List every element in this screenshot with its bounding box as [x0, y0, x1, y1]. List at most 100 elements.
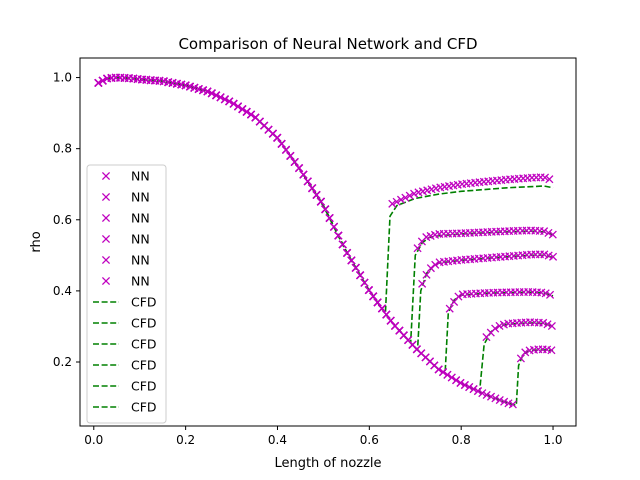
- nn-point: [360, 278, 369, 287]
- y-tick-label: 1.0: [53, 71, 72, 85]
- nn-point: [482, 390, 491, 400]
- x-tick-label: 0.4: [268, 433, 287, 447]
- nn-point: [377, 304, 387, 313]
- nn-point: [373, 298, 382, 307]
- nn-point: [351, 263, 360, 272]
- legend-label: CFD: [131, 295, 157, 310]
- legend: NN NN NN NN NN NN CFD CFD CFD CFD CFD CFD: [86, 164, 167, 424]
- legend-marker-icon: [101, 213, 111, 223]
- nn-point: [426, 264, 435, 273]
- nn-point: [273, 133, 282, 142]
- nn-point: [356, 271, 365, 280]
- legend-marker-icon: [101, 171, 111, 181]
- nn-point: [338, 240, 347, 249]
- x-tick-label: 0.0: [84, 433, 103, 447]
- legend-box: [86, 164, 167, 424]
- legend-label: NN: [131, 169, 150, 184]
- nn-point: [540, 173, 550, 182]
- nn-point: [405, 191, 414, 200]
- cfd-series-line-6: [98, 76, 554, 316]
- cfd-series-line-9: [98, 76, 554, 375]
- nn-point: [277, 139, 286, 148]
- legend-label: CFD: [131, 337, 157, 352]
- nn-point: [321, 205, 330, 214]
- legend-entry: NN: [101, 274, 150, 289]
- cfd-series-line-8: [98, 76, 554, 352]
- legend-entry: NN: [101, 190, 150, 205]
- nn-point: [225, 97, 234, 106]
- nn-point: [465, 383, 474, 392]
- nn-point: [94, 78, 103, 87]
- nn-point: [413, 244, 422, 253]
- legend-entry: CFD: [93, 337, 157, 352]
- nn-point: [443, 370, 452, 379]
- nn-point: [491, 394, 500, 403]
- y-tick-label: 0.6: [53, 213, 72, 227]
- nn-point: [445, 304, 454, 313]
- nn-point: [516, 354, 525, 363]
- nn-point: [312, 190, 321, 199]
- x-tick-label: 1.0: [543, 433, 562, 447]
- nn-point: [238, 105, 247, 114]
- nn-point: [486, 392, 496, 401]
- nn-point: [369, 292, 378, 301]
- legend-entry: CFD: [93, 295, 157, 310]
- nn-point: [473, 387, 483, 396]
- x-tick-label: 0.2: [176, 433, 195, 447]
- nn-point: [247, 110, 256, 119]
- x-tick-label: 0.6: [360, 433, 379, 447]
- nn-point: [229, 99, 238, 108]
- nn-point: [508, 400, 517, 409]
- nn-series-5: [94, 73, 556, 409]
- nn-point: [540, 227, 549, 236]
- legend-marker-icon: [101, 276, 111, 286]
- legend-label: CFD: [131, 316, 157, 331]
- nn-point: [216, 93, 225, 102]
- nn-point: [521, 348, 530, 357]
- nn-point: [456, 378, 465, 387]
- nn-point: [495, 395, 504, 405]
- legend-entry: CFD: [93, 379, 157, 394]
- legend-entry: NN: [101, 253, 150, 268]
- legend-entry: NN: [101, 232, 150, 247]
- nn-point: [545, 175, 554, 184]
- series-layer: [94, 73, 558, 409]
- legend-label: CFD: [131, 400, 157, 415]
- plot-frame: [79, 57, 577, 427]
- nn-point: [364, 286, 373, 295]
- nn-point: [295, 164, 304, 173]
- nn-point: [347, 256, 356, 265]
- nn-point: [308, 184, 317, 193]
- legend-marker-icon: [101, 192, 111, 202]
- nn-point: [491, 324, 500, 333]
- legend-entry: CFD: [93, 400, 157, 415]
- nn-point: [500, 397, 509, 406]
- nn-point: [548, 252, 558, 261]
- nn-point: [545, 290, 555, 299]
- legend-label: CFD: [131, 358, 157, 373]
- nn-point: [392, 197, 401, 206]
- nn-point: [447, 373, 456, 382]
- nn-point: [450, 297, 459, 306]
- y-tick-label: 0.4: [53, 284, 72, 298]
- nn-point: [98, 76, 107, 85]
- legend-entry: CFD: [93, 358, 157, 373]
- nn-point: [334, 231, 343, 240]
- x-tick-label: 0.8: [452, 433, 471, 447]
- nn-point: [299, 170, 308, 179]
- nn-point: [460, 380, 469, 390]
- x-axis: 0.0 0.2 0.4 0.6 0.8 1.0: [84, 426, 563, 447]
- nn-point: [543, 320, 552, 329]
- nn-point: [452, 376, 461, 385]
- nn-point: [382, 310, 391, 319]
- nn-point: [469, 385, 478, 394]
- legend-entry: NN: [101, 211, 150, 226]
- legend-entry: CFD: [93, 316, 157, 331]
- nn-point: [316, 197, 325, 206]
- nn-point: [539, 318, 548, 327]
- nn-point: [547, 321, 556, 331]
- legend-label: NN: [131, 253, 150, 268]
- chart-title: Comparison of Neural Network and CFD: [178, 35, 477, 53]
- nn-point: [434, 365, 443, 374]
